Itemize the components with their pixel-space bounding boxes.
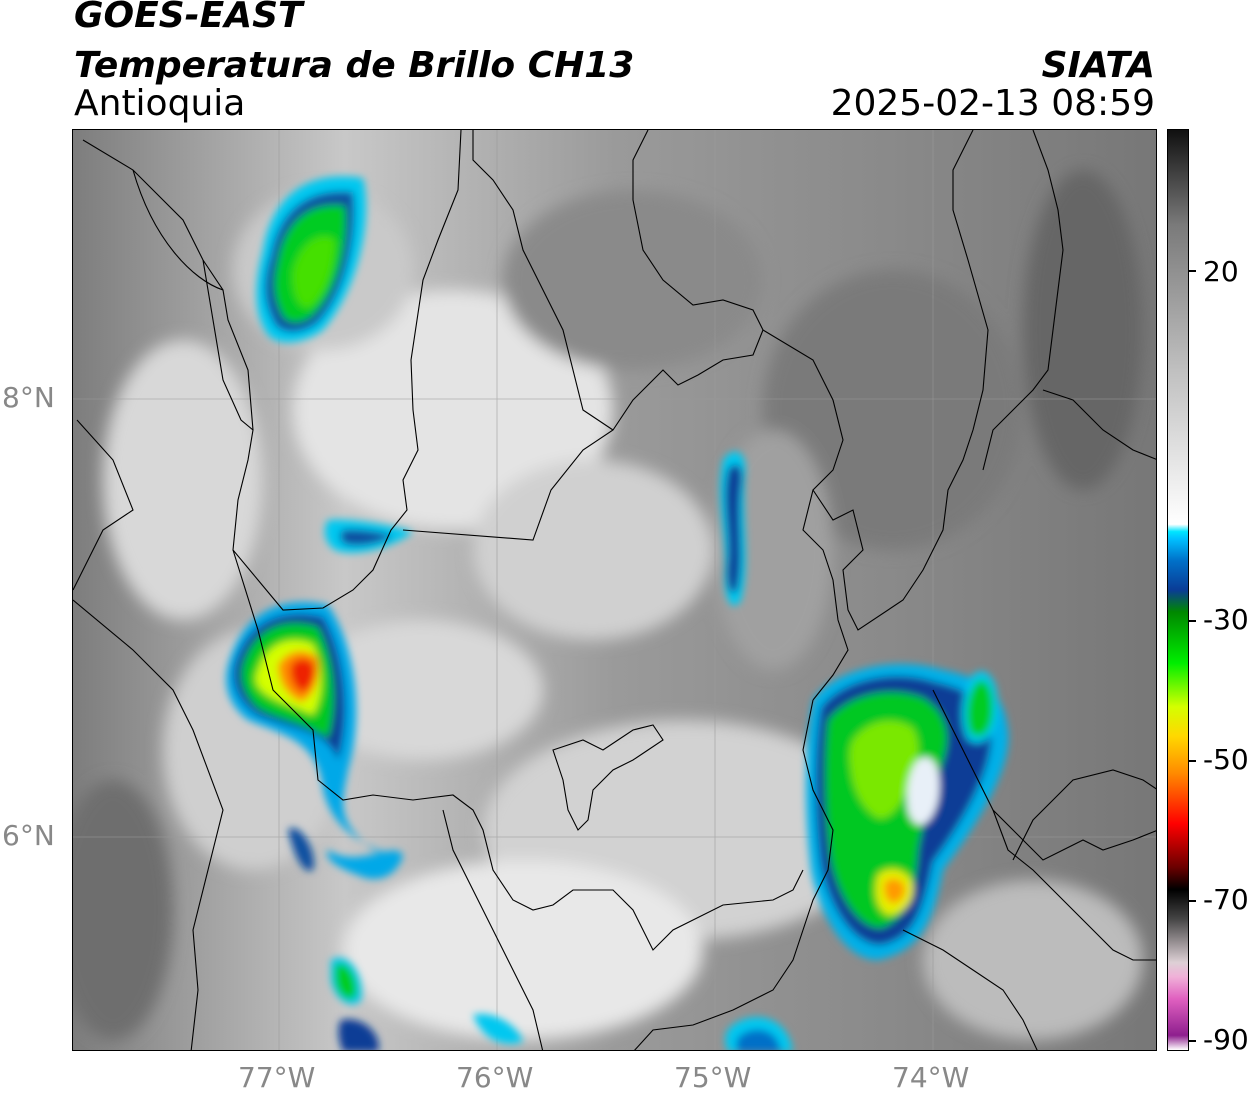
lat-label-6n: 6°N <box>2 819 55 852</box>
lat-label-8n: 8°N <box>2 381 55 414</box>
map-subtitle-region: Antioquia <box>74 83 246 124</box>
satellite-map <box>72 129 1157 1051</box>
cloud-texture <box>73 170 1143 1040</box>
colorbar-tick-minus70 <box>1189 900 1196 902</box>
lon-label-77w: 77°W <box>238 1061 316 1094</box>
map-canvas <box>73 130 1156 1050</box>
brand-label: SIATA <box>1041 45 1155 86</box>
lon-label-74w: 74°W <box>892 1061 970 1094</box>
colorbar-label-minus70: -70 <box>1203 883 1249 916</box>
admin-boundaries <box>73 130 1156 1050</box>
colorbar-tick-minus90 <box>1189 1040 1196 1042</box>
timestamp-label: 2025-02-13 08:59 <box>830 83 1155 124</box>
colorbar-tick-minus50 <box>1189 760 1196 762</box>
map-title-product: Temperatura de Brillo CH13 <box>74 45 635 86</box>
colorbar-label-minus90: -90 <box>1203 1023 1249 1056</box>
colorbar-label-minus50: -50 <box>1203 743 1249 776</box>
colorbar-label-minus30: -30 <box>1203 603 1249 636</box>
map-title-satellite: GOES-EAST <box>74 0 303 36</box>
lon-label-76w: 76°W <box>456 1061 534 1094</box>
temperature-colorbar <box>1167 129 1189 1051</box>
lon-label-75w: 75°W <box>674 1061 752 1094</box>
colorbar-label-20: 20 <box>1203 255 1239 288</box>
convective-cloud-tops <box>226 176 1009 1050</box>
colorbar-tick-20 <box>1189 270 1196 272</box>
colorbar-tick-minus30 <box>1189 620 1196 622</box>
